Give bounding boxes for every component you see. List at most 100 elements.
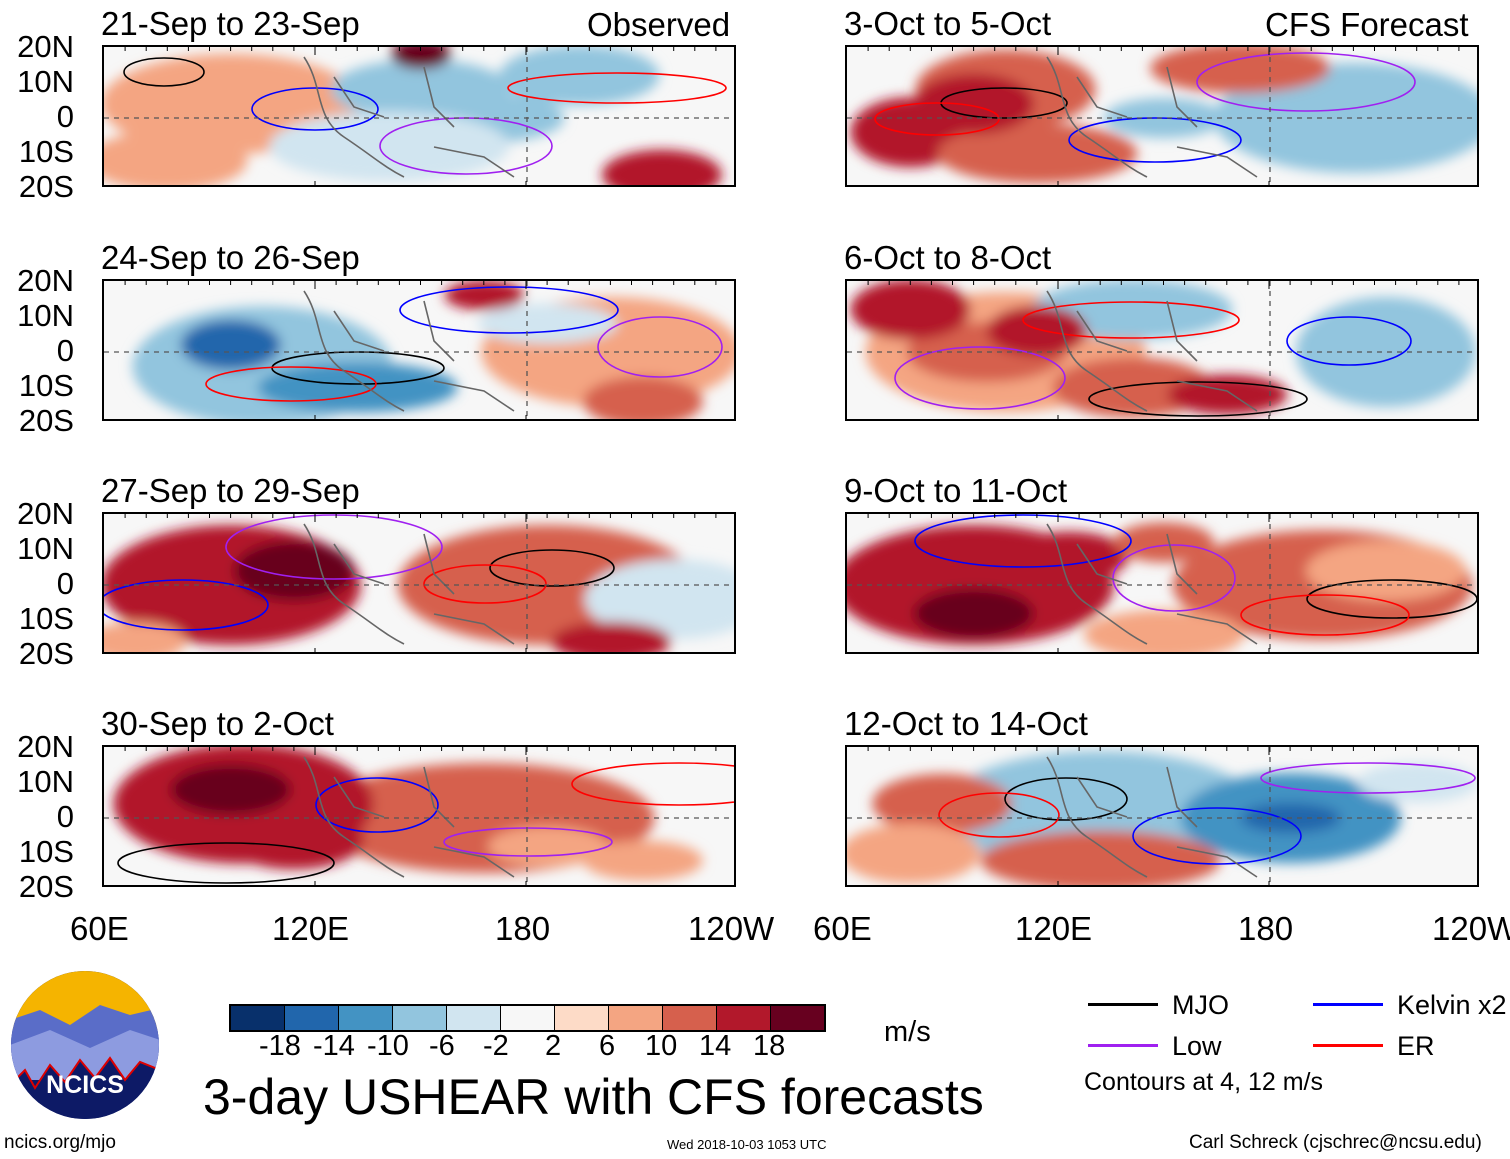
- shear-anomaly-region: [1295, 297, 1476, 407]
- coastline: [1046, 290, 1258, 412]
- forecast-map-panel: [845, 745, 1479, 887]
- wave-contour: [225, 514, 443, 580]
- colorbar-swatch: [609, 1006, 663, 1030]
- lat-tick-label: 10S: [18, 368, 74, 403]
- observed-map-panel: [102, 45, 736, 187]
- lon-tick-label: 120E: [1015, 910, 1093, 947]
- legend-line-swatch: [1313, 1003, 1383, 1006]
- wave-contour: [1286, 316, 1412, 366]
- colorbar-swatch: [717, 1006, 771, 1030]
- shear-anomaly-region: [444, 281, 525, 311]
- wave-contour: [489, 549, 615, 587]
- lat-tick-label: 20N: [17, 29, 74, 64]
- wave-contour: [1240, 594, 1410, 636]
- source-url[interactable]: ncics.org/mjo: [4, 1132, 116, 1153]
- lon-tick-label: 120W: [688, 910, 775, 947]
- lat-tick-label: 20N: [17, 496, 74, 531]
- shear-anomaly-region: [180, 319, 281, 370]
- shear-anomaly-region: [937, 123, 1138, 184]
- wave-contour: [1112, 544, 1236, 612]
- shear-anomaly-region: [391, 47, 451, 70]
- wave-contour: [205, 366, 377, 402]
- lat-tick-label: 20N: [17, 729, 74, 764]
- shear-anomaly-region: [582, 840, 703, 881]
- legend-label: MJO: [1172, 990, 1229, 1020]
- lat-tick-label: 10S: [18, 134, 74, 169]
- wave-contour: [874, 102, 1000, 136]
- colorbar: [229, 1004, 826, 1032]
- panel-title: 6-Oct to 8-Oct: [844, 239, 1052, 276]
- colorbar-tick-label: 2: [545, 1030, 562, 1062]
- observed-label: Observed: [587, 6, 731, 43]
- forecast-map-panel: [845, 279, 1479, 421]
- panel-title: 30-Sep to 2-Oct: [101, 705, 334, 742]
- colorbar-tick-label: 10: [645, 1030, 678, 1062]
- ncics-logo: NCICS: [10, 970, 160, 1120]
- shear-anomaly-region: [234, 540, 355, 601]
- observed-map-panel: [102, 279, 736, 421]
- legend-label: Kelvin x2: [1397, 990, 1507, 1020]
- legend-line-swatch: [1088, 1044, 1158, 1047]
- colorbar-swatch: [393, 1006, 447, 1030]
- author-credit: Carl Schreck (cjschrec@ncsu.edu): [1189, 1132, 1482, 1153]
- panel-title: 21-Sep to 23-Sep: [101, 5, 360, 42]
- observed-map-panel: [102, 512, 736, 654]
- shear-anomaly-region: [1084, 609, 1244, 652]
- lon-tick-label: 60E: [813, 910, 872, 947]
- coastline: [303, 756, 515, 878]
- wave-contour: [1088, 381, 1308, 417]
- colorbar-swatch: [501, 1006, 555, 1030]
- coastline: [303, 290, 515, 412]
- wave-contour: [914, 514, 1132, 568]
- coastline: [1046, 56, 1258, 178]
- legend-label: Low: [1172, 1031, 1222, 1061]
- shear-anomaly-region: [499, 47, 660, 106]
- shear-anomaly-region: [104, 130, 248, 185]
- panel-title: 24-Sep to 26-Sep: [101, 239, 360, 276]
- shear-anomaly-region: [872, 773, 1013, 834]
- colorbar-swatch: [663, 1006, 717, 1030]
- wave-contour: [104, 579, 269, 631]
- coastline: [1046, 756, 1258, 878]
- shear-anomaly-region: [584, 559, 734, 640]
- lat-tick-label: 10N: [17, 64, 74, 99]
- lon-tick-label: 120E: [272, 910, 350, 947]
- lat-tick-label: 20N: [17, 263, 74, 298]
- shear-anomaly-region: [1150, 47, 1331, 94]
- wave-contour: [1132, 807, 1302, 865]
- colorbar-tick-label: -14: [313, 1030, 355, 1062]
- colorbar-tick-label: -18: [259, 1030, 301, 1062]
- wave-contour: [399, 286, 619, 334]
- panel-title: 3-Oct to 5-Oct: [844, 5, 1052, 42]
- shear-anomaly-region: [257, 362, 458, 413]
- shear-anomaly-region: [170, 764, 291, 815]
- colorbar-units: m/s: [884, 1016, 931, 1048]
- lon-tick-label: 60E: [70, 910, 129, 947]
- wave-contour: [315, 777, 439, 833]
- colorbar-swatch: [285, 1006, 339, 1030]
- shear-anomaly-region: [1114, 522, 1214, 563]
- colorbar-tick-label: -6: [429, 1030, 455, 1062]
- lat-tick-label: 10N: [17, 764, 74, 799]
- panel-title: 27-Sep to 29-Sep: [101, 472, 360, 509]
- shear-anomaly-region: [1305, 540, 1466, 601]
- shear-anomaly-region: [601, 149, 722, 185]
- colorbar-swatch: [555, 1006, 609, 1030]
- wave-contour: [251, 87, 379, 131]
- panel-title: 9-Oct to 11-Oct: [844, 472, 1068, 509]
- legend-line-swatch: [1313, 1044, 1383, 1047]
- coastline: [1046, 523, 1258, 645]
- lon-tick-label: 180: [495, 910, 551, 947]
- colorbar-tick-label: -2: [483, 1030, 509, 1062]
- wave-contour: [117, 842, 335, 884]
- shear-anomaly-region: [850, 281, 971, 340]
- lat-tick-label: 0: [56, 566, 74, 601]
- wave-contour: [423, 564, 547, 604]
- wave-contour: [507, 72, 727, 104]
- legend-line-swatch: [1088, 1003, 1158, 1006]
- colorbar-swatch: [339, 1006, 393, 1030]
- timestamp: Wed 2018-10-03 1053 UTC: [667, 1137, 827, 1152]
- shear-anomaly-region: [987, 305, 1088, 356]
- wave-contour: [571, 762, 734, 806]
- wave-contour: [1306, 579, 1477, 619]
